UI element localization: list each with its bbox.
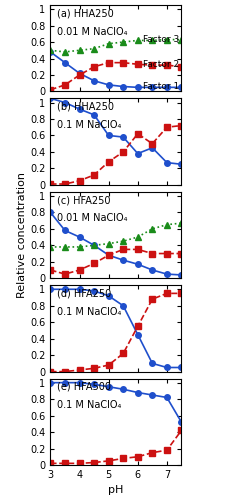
Text: (a) HHA250: (a) HHA250 [57, 8, 114, 18]
X-axis label: pH: pH [108, 486, 124, 496]
Text: Factor 3: Factor 3 [143, 35, 179, 44]
Text: 0.1 M NaClO₄: 0.1 M NaClO₄ [57, 400, 121, 410]
Text: 0.01 M NaClO₄: 0.01 M NaClO₄ [57, 214, 128, 224]
Text: (e) HFA500: (e) HFA500 [57, 382, 111, 392]
Text: 0.01 M NaClO₄: 0.01 M NaClO₄ [57, 26, 128, 36]
Text: (b) HHA250: (b) HHA250 [57, 102, 114, 112]
Text: 0.1 M NaClO₄: 0.1 M NaClO₄ [57, 120, 121, 130]
Text: Factor 2: Factor 2 [143, 60, 179, 69]
Text: (d) HFA250: (d) HFA250 [57, 288, 111, 298]
Text: 0.1 M NaClO₄: 0.1 M NaClO₄ [57, 307, 121, 317]
Y-axis label: Relative concentration: Relative concentration [17, 172, 27, 298]
Text: Factor 1: Factor 1 [143, 82, 179, 91]
Text: (c) HFA250: (c) HFA250 [57, 195, 110, 205]
